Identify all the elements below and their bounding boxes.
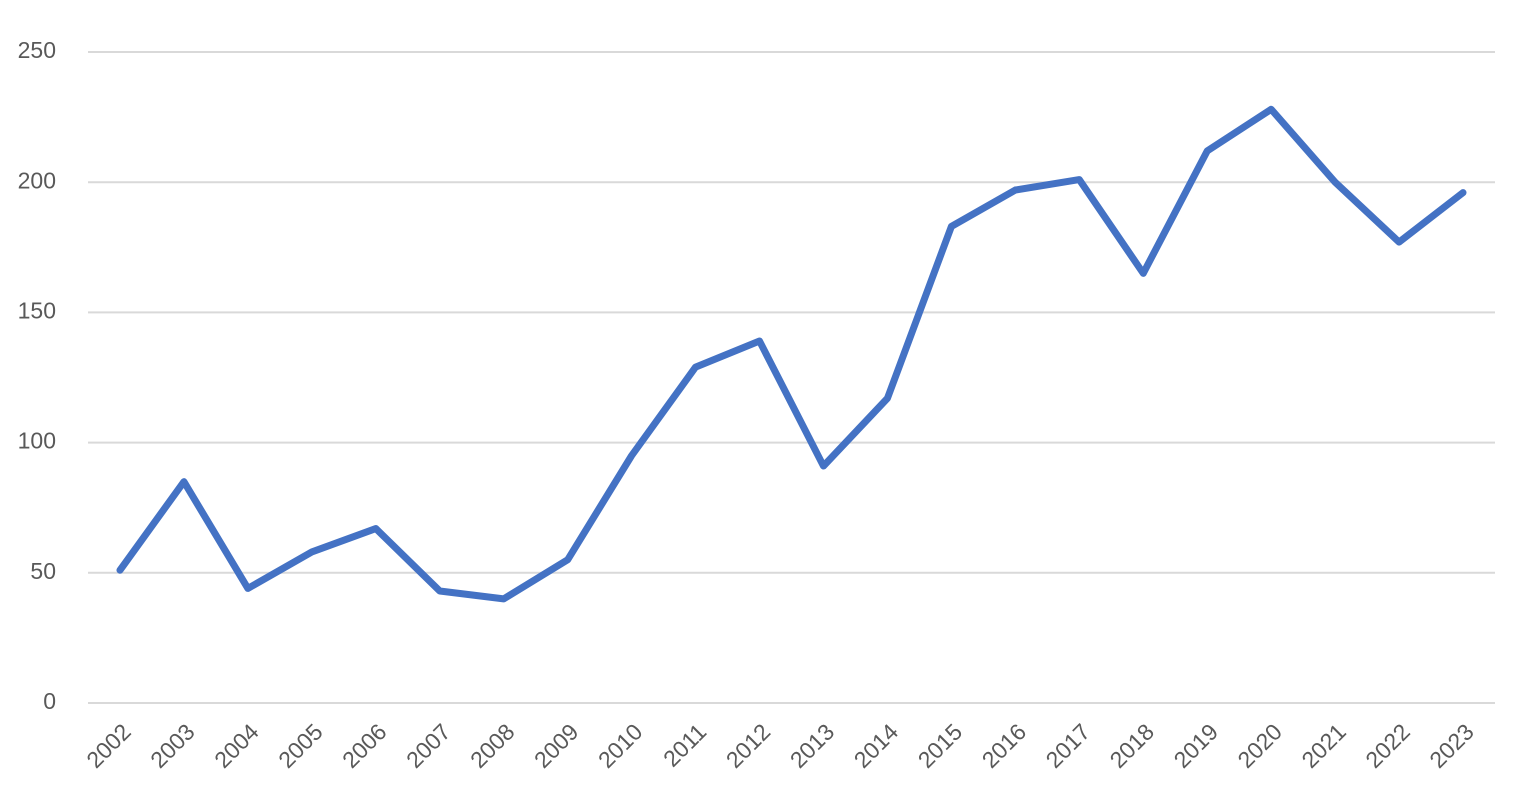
- x-tick-label: 2008: [465, 718, 520, 773]
- x-tick-label: 2016: [977, 718, 1032, 773]
- x-tick-label: 2019: [1168, 718, 1223, 773]
- data-line: [116, 105, 1467, 603]
- y-tick-label: 0: [43, 688, 56, 714]
- y-tick-label: 150: [18, 297, 56, 323]
- x-tick-label: 2004: [209, 718, 264, 773]
- y-tick-label: 250: [18, 37, 56, 63]
- x-tick-label: 2010: [593, 718, 648, 773]
- x-tick-label: 2015: [913, 718, 968, 773]
- y-tick-label: 200: [18, 167, 56, 193]
- x-tick-label: 2012: [721, 718, 776, 773]
- x-tick-label: 2023: [1424, 718, 1479, 773]
- x-tick-label: 2017: [1041, 718, 1096, 773]
- y-tick-label: 50: [30, 558, 56, 584]
- x-tick-label: 2009: [529, 718, 584, 773]
- x-tick-label: 2003: [145, 718, 200, 773]
- x-tick-label: 2006: [337, 718, 392, 773]
- x-tick-label: 2007: [401, 718, 456, 773]
- x-tick-label: 2014: [849, 718, 904, 773]
- x-tick-label: 2005: [273, 718, 328, 773]
- x-tick-label: 2002: [81, 718, 136, 773]
- x-tick-label: 2022: [1360, 718, 1415, 773]
- x-tick-label: 2021: [1296, 718, 1351, 773]
- x-tick-label: 2013: [785, 718, 840, 773]
- y-tick-label: 100: [18, 428, 56, 454]
- x-tick-label: 2011: [658, 718, 711, 771]
- x-tick-label: 2018: [1105, 718, 1160, 773]
- x-tick-label: 2020: [1232, 718, 1287, 773]
